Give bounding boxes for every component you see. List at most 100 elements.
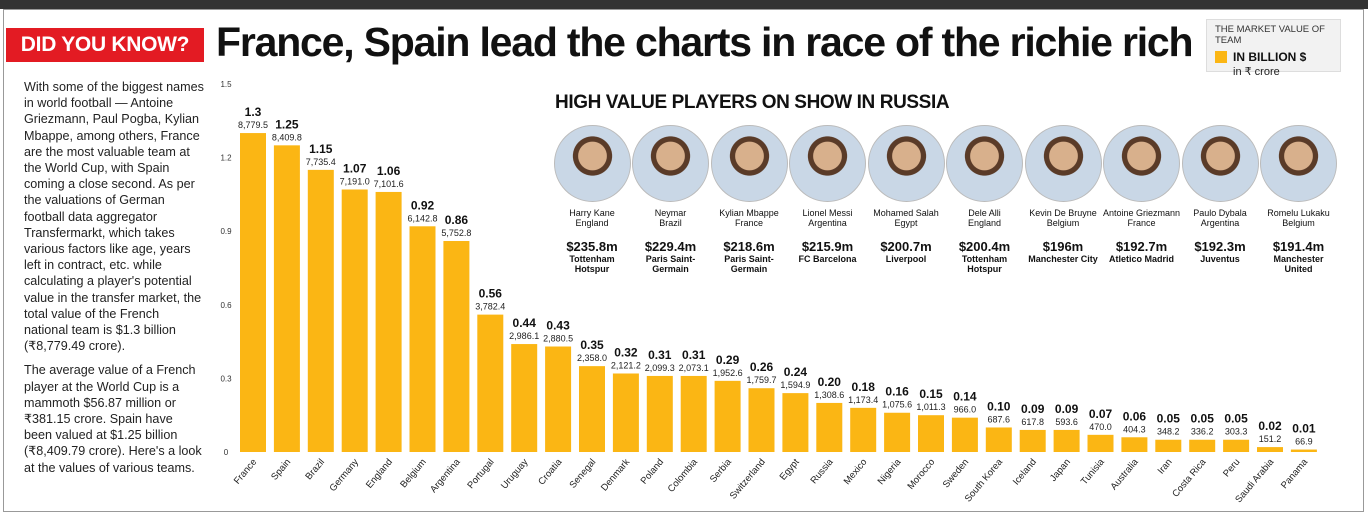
bar — [477, 314, 504, 452]
bar-value-label: 0.32 — [614, 345, 638, 359]
bar-value-label: 0.07 — [1089, 407, 1113, 421]
bar-crore-label: 7,735.4 — [306, 157, 336, 167]
player-photo — [1103, 125, 1180, 202]
bar — [884, 412, 911, 452]
player-name: Dele Alli — [968, 208, 1001, 218]
player-photo — [1260, 125, 1337, 202]
player-value: $218.6m — [723, 239, 775, 254]
bar-crore-label: 1,173.4 — [848, 395, 878, 405]
bar-crore-label: 470.0 — [1089, 422, 1112, 432]
bar — [511, 344, 538, 452]
bar-value-label: 0.15 — [919, 387, 943, 401]
bar — [748, 388, 775, 452]
player-name: Kylian Mbappe — [719, 208, 779, 218]
player-card: Kylian Mbappe France $218.6m Paris Saint-Ge… — [709, 125, 789, 274]
player-photo — [946, 125, 1023, 202]
bar — [985, 427, 1012, 452]
player-photo — [553, 125, 631, 202]
x-category-label: Iceland — [1011, 457, 1039, 488]
player-value: $215.9m — [801, 239, 854, 254]
bar-crore-label: 8,409.8 — [272, 132, 302, 142]
did-you-know-badge: DID YOU KNOW? — [6, 28, 204, 62]
bar — [443, 241, 470, 452]
player-club: Liverpool — [885, 254, 927, 264]
bar-value-label: 0.09 — [1055, 402, 1079, 416]
bar-value-label: 0.43 — [546, 319, 570, 333]
bar-crore-label: 7,191.0 — [340, 176, 370, 186]
x-category-label: Germany — [327, 457, 361, 494]
bar — [1019, 429, 1046, 452]
bar-crore-label: 2,986.1 — [509, 331, 539, 341]
player-card: Kevin De Bruyne Belgium $196m Manchester Ci… — [1023, 125, 1103, 264]
bar — [307, 169, 334, 452]
story-paragraph: The average value of a French player at … — [24, 363, 202, 475]
bar-value-label: 0.44 — [513, 316, 537, 330]
x-category-label: Nigeria — [876, 456, 904, 487]
bar — [579, 366, 605, 452]
x-category-label: Morocco — [905, 457, 937, 492]
bar-crore-label: 2,880.5 — [543, 334, 573, 344]
player-card: Paulo Dybala Argentina $192.3m Juventus — [1180, 125, 1260, 264]
bar-value-label: 0.05 — [1157, 412, 1181, 426]
bar-value-label: 0.05 — [1191, 412, 1215, 426]
bar-value-label: 0.06 — [1123, 409, 1147, 423]
bar-crore-label: 7,101.6 — [374, 179, 404, 189]
bar-crore-label: 1,011.3 — [916, 402, 945, 412]
bar-crore-label: 2,358.0 — [577, 353, 607, 363]
bar-crore-label: 8,779.5 — [238, 120, 268, 130]
bar — [918, 415, 944, 452]
bar-value-label: 1.25 — [275, 117, 299, 131]
bar-value-label: 0.18 — [852, 380, 876, 394]
bar-crore-label: 6,142.8 — [407, 213, 437, 223]
player-country: Egypt — [894, 218, 918, 228]
bar — [1257, 447, 1283, 452]
player-value: $200.4m — [958, 239, 1011, 254]
bar-crore-label: 593.6 — [1055, 417, 1078, 427]
bar — [273, 145, 300, 453]
x-category-label: Panama — [1279, 456, 1311, 491]
bar-value-label: 0.10 — [987, 399, 1011, 413]
player-club: Tottenham Hotspur — [569, 254, 615, 274]
player-value: $196m — [1042, 239, 1084, 254]
x-category-label: Peru — [1221, 457, 1242, 479]
player-name: Mohamed Salah — [873, 208, 939, 218]
player-country: Belgium — [1282, 218, 1315, 228]
player-name: Neymar — [654, 208, 687, 218]
player-card: Lionel Messi Argentina $215.9m FC Barcelona — [788, 125, 868, 264]
player-card: Neymar Brazil $229.4m Paris Saint-Germain — [631, 125, 711, 274]
x-category-label: Denmark — [599, 457, 632, 494]
bar — [1155, 439, 1182, 452]
player-club: FC Barcelona — [798, 254, 857, 264]
bar — [409, 226, 436, 452]
x-category-label: Serbia — [708, 456, 735, 485]
bar — [1087, 434, 1114, 452]
x-category-label: Costa Rica — [1170, 456, 1209, 499]
legend-crore-label: in ₹ crore — [1233, 66, 1280, 78]
player-photo — [789, 125, 866, 202]
player-country: Brazil — [659, 218, 682, 228]
x-category-label: Australia — [1109, 456, 1142, 492]
bar — [1121, 437, 1148, 452]
x-category-label: Mexico — [842, 457, 870, 487]
bar — [240, 133, 266, 453]
bar-value-label: 1.07 — [343, 161, 367, 175]
top-rule — [0, 0, 1368, 9]
y-tick-label: 0.6 — [220, 301, 232, 310]
player-country: England — [967, 218, 1002, 228]
bar-crore-label: 1,308.6 — [814, 390, 844, 400]
bar — [545, 346, 572, 452]
x-category-label: France — [232, 457, 259, 487]
x-category-label: Uruguay — [499, 457, 531, 492]
bar-value-label: 0.09 — [1021, 402, 1045, 416]
x-category-label: Colombia — [666, 456, 701, 494]
x-category-label: Egypt — [778, 457, 802, 483]
x-category-label: Russia — [809, 456, 837, 486]
bar-value-label: 1.3 — [245, 105, 262, 119]
bar-crore-label: 348.2 — [1157, 427, 1180, 437]
player-value: $192.3m — [1194, 239, 1246, 254]
y-tick-label: 1.2 — [220, 154, 232, 163]
bar-crore-label: 2,121.2 — [611, 360, 641, 370]
bar — [714, 380, 741, 452]
player-country: France — [734, 218, 763, 228]
bar — [1290, 449, 1317, 452]
